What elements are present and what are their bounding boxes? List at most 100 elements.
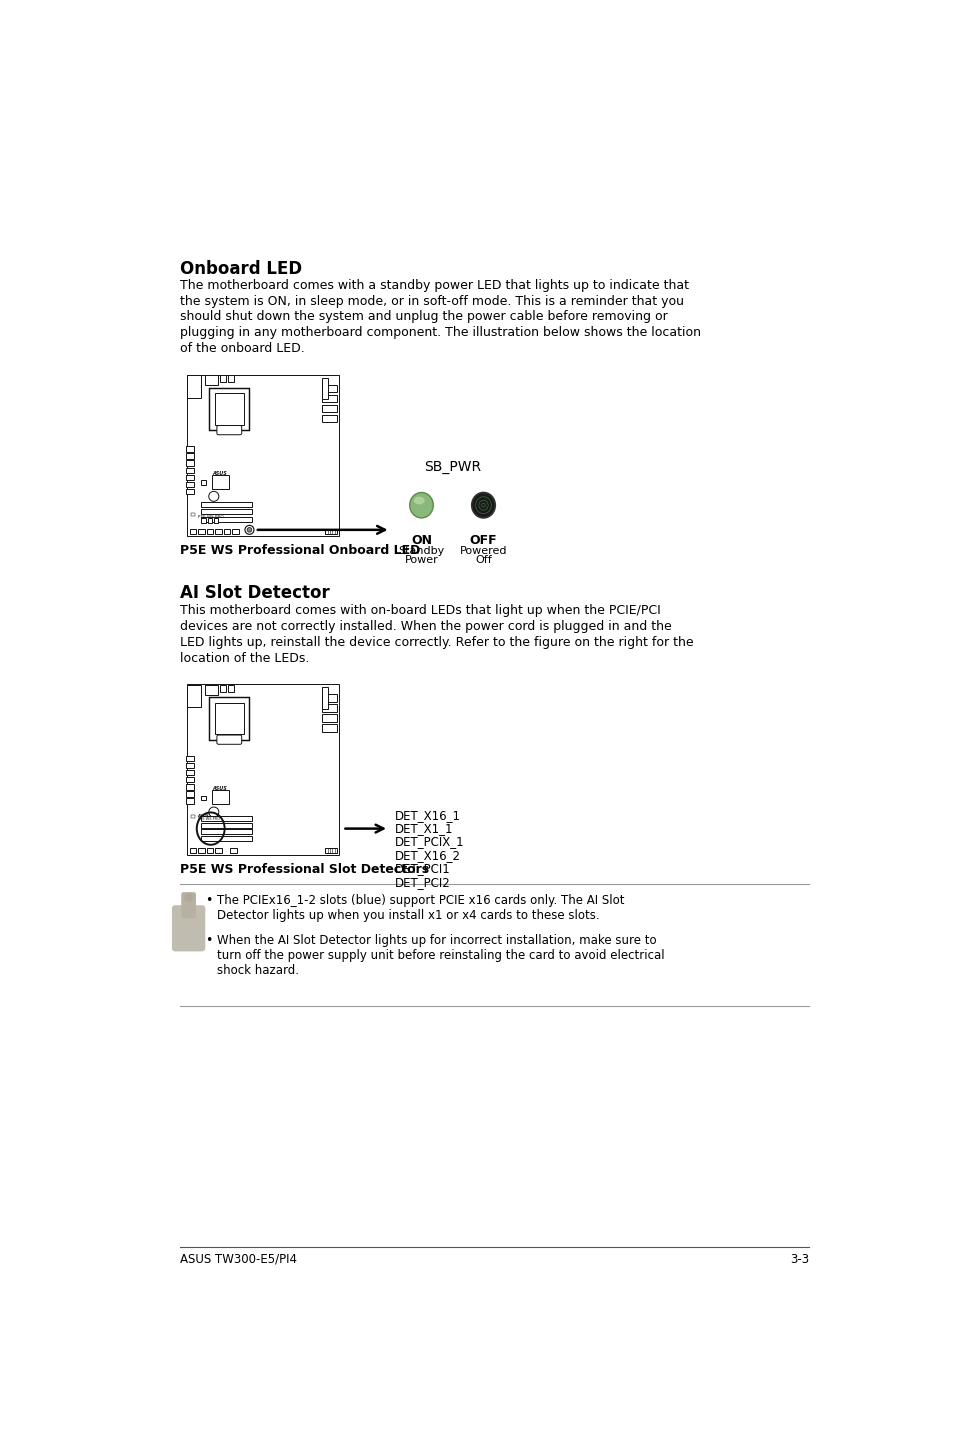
Text: ASUS: ASUS [213, 787, 227, 791]
Bar [201, 823, 252, 828]
Bar [186, 791, 194, 797]
Bar [321, 695, 336, 702]
Bar [321, 404, 336, 413]
Text: This motherboard comes with on-board LEDs that light up when the PCIE/PCI: This motherboard comes with on-board LED… [179, 604, 659, 617]
Bar [208, 518, 212, 522]
Bar [190, 848, 196, 853]
Circle shape [245, 525, 253, 535]
Text: •: • [205, 933, 213, 946]
Text: Detector lights up when you install x1 or x4 cards to these slots.: Detector lights up when you install x1 o… [216, 909, 598, 922]
Bar [212, 791, 229, 804]
Bar [187, 684, 201, 707]
Bar [201, 830, 252, 834]
Bar [230, 848, 236, 853]
Text: ASUS: ASUS [213, 470, 227, 476]
Text: Powered: Powered [459, 546, 507, 557]
Bar [187, 375, 201, 398]
Bar [186, 764, 194, 768]
Text: Off: Off [475, 555, 492, 565]
Text: Standby: Standby [398, 546, 444, 557]
Bar [321, 687, 328, 709]
Bar [186, 769, 194, 775]
Bar [186, 784, 194, 789]
Bar [201, 795, 206, 801]
Bar [321, 414, 336, 423]
Circle shape [247, 528, 252, 532]
Text: Power: Power [404, 555, 438, 565]
Bar [321, 705, 336, 712]
Bar [186, 489, 194, 495]
Bar [198, 848, 205, 853]
Text: ASUS TW300-E5/PI4: ASUS TW300-E5/PI4 [179, 1252, 296, 1265]
Bar [209, 697, 249, 739]
Bar [224, 529, 231, 533]
Bar [324, 529, 336, 533]
Bar [190, 529, 196, 533]
Bar [321, 725, 336, 732]
Text: P5E WS Professional Onboard LED: P5E WS Professional Onboard LED [179, 544, 419, 557]
Bar [186, 467, 194, 473]
Bar [321, 715, 336, 722]
Bar [209, 388, 249, 430]
Bar [214, 393, 244, 424]
Bar [198, 529, 205, 533]
Bar [201, 835, 252, 841]
Bar [215, 848, 222, 853]
Text: The motherboard comes with a standby power LED that lights up to indicate that: The motherboard comes with a standby pow… [179, 279, 688, 292]
Bar [186, 446, 194, 452]
FancyBboxPatch shape [181, 892, 195, 919]
Text: DET_X16_1: DET_X16_1 [395, 808, 460, 821]
Text: ASUS: ASUS [197, 814, 209, 818]
Text: location of the LEDs.: location of the LEDs. [179, 651, 309, 664]
Text: AI Slot Detector: AI Slot Detector [179, 584, 329, 603]
Text: DET_PCI1: DET_PCI1 [395, 863, 451, 876]
Text: the system is ON, in sleep mode, or in soft-off mode. This is a reminder that yo: the system is ON, in sleep mode, or in s… [179, 295, 683, 308]
Bar [186, 798, 194, 804]
Bar [321, 378, 328, 400]
FancyBboxPatch shape [172, 905, 205, 952]
Bar [201, 502, 252, 508]
Bar [187, 684, 338, 856]
Text: DET_PCIX_1: DET_PCIX_1 [395, 835, 464, 848]
Bar [186, 475, 194, 480]
Bar [321, 394, 336, 403]
Bar [214, 703, 244, 735]
Bar [220, 375, 226, 383]
Circle shape [209, 807, 218, 817]
Bar [186, 453, 194, 459]
Ellipse shape [409, 492, 433, 518]
Bar [186, 460, 194, 466]
Text: DET_X16_2: DET_X16_2 [395, 848, 460, 861]
Bar [186, 777, 194, 782]
Text: devices are not correctly installed. When the power cord is plugged in and the: devices are not correctly installed. Whe… [179, 620, 671, 633]
Bar [187, 375, 338, 536]
Bar [201, 518, 206, 522]
Ellipse shape [414, 496, 424, 505]
Bar [191, 513, 195, 516]
FancyBboxPatch shape [216, 426, 241, 434]
Bar [191, 815, 195, 818]
Bar [324, 848, 336, 853]
Text: LED lights up, reinstall the device correctly. Refer to the figure on the right : LED lights up, reinstall the device corr… [179, 636, 693, 649]
Bar [228, 375, 233, 383]
Bar [220, 684, 226, 692]
Bar [215, 529, 222, 533]
Text: plugging in any motherboard component. The illustration below shows the location: plugging in any motherboard component. T… [179, 326, 700, 339]
Bar [201, 817, 252, 821]
Text: should shut down the system and unplug the power cable before removing or: should shut down the system and unplug t… [179, 311, 667, 324]
Text: The PCIEx16_1-2 slots (blue) support PCIE x16 cards only. The AI Slot: The PCIEx16_1-2 slots (blue) support PCI… [216, 893, 624, 907]
Bar [212, 475, 229, 489]
Ellipse shape [471, 492, 495, 518]
Bar [207, 848, 213, 853]
Text: 3-3: 3-3 [789, 1252, 808, 1265]
Bar [201, 516, 252, 522]
Text: P5E WS Professional Slot Detectors: P5E WS Professional Slot Detectors [179, 863, 429, 876]
Text: DET_X1_1: DET_X1_1 [395, 823, 454, 835]
Text: When the AI Slot Detector lights up for incorrect installation, make sure to: When the AI Slot Detector lights up for … [216, 933, 656, 946]
Text: DET_PCI2: DET_PCI2 [395, 876, 451, 889]
Bar [213, 518, 218, 522]
Text: SB_PWR: SB_PWR [423, 460, 480, 475]
Bar [205, 684, 217, 695]
Bar [186, 756, 194, 761]
Text: ON: ON [411, 535, 432, 548]
